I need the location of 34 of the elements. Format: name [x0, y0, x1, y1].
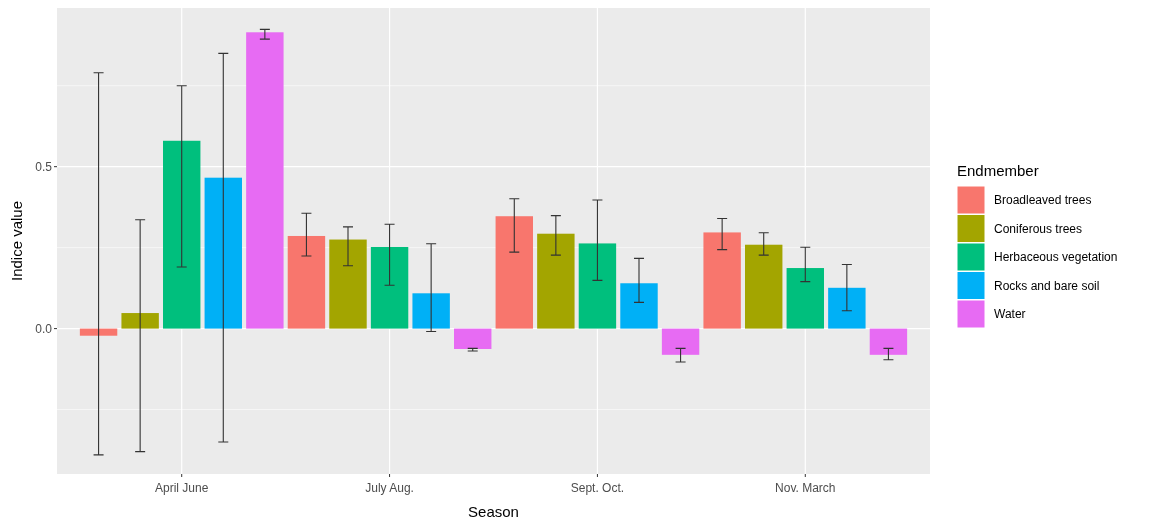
x-tick-label: Nov. March — [775, 481, 836, 495]
legend-label: Herbaceous vegetation — [994, 250, 1118, 265]
x-axis-title: Season — [468, 503, 519, 520]
bar — [204, 177, 242, 329]
bar — [163, 140, 201, 329]
y-axis-title: Indice value — [8, 200, 25, 282]
bar — [620, 283, 658, 329]
bar — [412, 293, 450, 329]
bar — [370, 246, 409, 329]
legend-label: Rocks and bare soil — [994, 278, 1100, 293]
x-tick-label: Sept. Oct. — [570, 481, 625, 495]
bar — [869, 328, 908, 355]
bar — [745, 244, 783, 329]
bar — [121, 313, 159, 329]
bar — [786, 268, 824, 329]
bar — [828, 287, 866, 329]
x-tick-label: April June — [155, 481, 209, 495]
legend-label: Broadleaved trees — [994, 193, 1092, 208]
bar — [703, 232, 741, 329]
y-tick-label: 0.5 — [35, 159, 53, 174]
legend-title: Endmember — [957, 162, 1039, 179]
y-tick-label: 0.0 — [35, 321, 53, 336]
bar — [578, 243, 617, 329]
bar — [454, 328, 492, 349]
bar — [537, 233, 575, 329]
bar — [329, 239, 367, 329]
bar — [661, 328, 700, 355]
x-tick-label: July Aug. — [365, 481, 414, 495]
bar — [495, 216, 533, 329]
bar — [79, 328, 118, 336]
legend-label: Coniferous trees — [994, 221, 1083, 236]
bar — [246, 32, 284, 329]
legend-label: Water — [994, 307, 1026, 322]
bar — [287, 235, 326, 329]
